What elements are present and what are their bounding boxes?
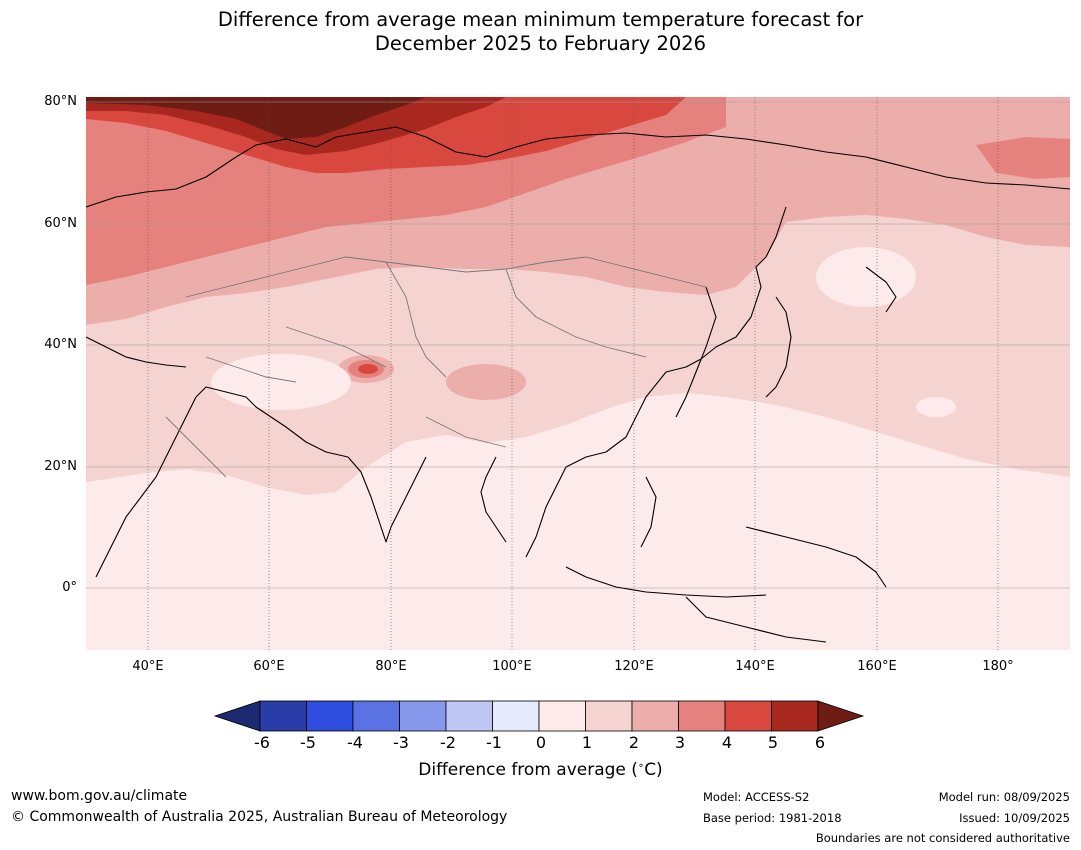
colorbar-segment bbox=[492, 700, 540, 732]
graticule bbox=[147, 97, 999, 650]
colorbar-tick-label: 3 bbox=[674, 733, 686, 752]
lat-label-60n: 60°N bbox=[44, 216, 77, 231]
colorbar-tick-label: -1 bbox=[486, 733, 502, 752]
colorbar-segment bbox=[352, 700, 400, 732]
colorbar-segment bbox=[445, 700, 493, 732]
lon-label-60e: 60°E bbox=[253, 659, 285, 674]
colorbar-tick-label: 0 bbox=[535, 733, 547, 752]
lon-label-120e: 120°E bbox=[614, 659, 654, 674]
colorbar-segment bbox=[585, 700, 633, 732]
patch-0-1-central bbox=[211, 354, 351, 410]
footer-base-period: Base period: 1981-2018 bbox=[703, 811, 842, 825]
title-line-2: December 2025 to February 2026 bbox=[374, 32, 707, 55]
lon-label-100e: 100°E bbox=[492, 659, 532, 674]
colorbar-tick-label: 5 bbox=[767, 733, 779, 752]
colorbar-tick-label: -2 bbox=[440, 733, 456, 752]
colorbar bbox=[213, 700, 865, 732]
colorbar-label-text: Difference from average ( bbox=[418, 760, 638, 780]
colorbar-tick-label: 1 bbox=[581, 733, 593, 752]
chart-title: Difference from average mean minimum tem… bbox=[0, 8, 1081, 56]
hotspot-4-5 bbox=[358, 364, 378, 374]
latitude-lines bbox=[86, 101, 1070, 589]
colorbar-segment bbox=[259, 700, 307, 732]
footer-issued: Issued: 10/09/2025 bbox=[959, 811, 1070, 825]
colorbar-tick-label: -6 bbox=[254, 733, 270, 752]
lon-label-80e: 80°E bbox=[375, 659, 407, 674]
footer-copyright: © Commonwealth of Australia 2025, Austra… bbox=[11, 809, 508, 825]
footer-model: Model: ACCESS-S2 bbox=[703, 790, 810, 804]
colorbar-tick-label: -5 bbox=[300, 733, 316, 752]
lat-label-40n: 40°N bbox=[44, 337, 77, 352]
colorbar-tick-label: 4 bbox=[721, 733, 733, 752]
colorbar-segment bbox=[631, 700, 679, 732]
colorbar-segment bbox=[771, 700, 819, 732]
lon-label-180: 180° bbox=[982, 659, 1014, 674]
lon-label-140e: 140°E bbox=[735, 659, 775, 674]
colorbar-segment bbox=[399, 700, 447, 732]
footer-disclaimer: Boundaries are not considered authoritat… bbox=[815, 831, 1070, 845]
lon-label-40e: 40°E bbox=[132, 659, 164, 674]
lat-label-80n: 80°N bbox=[44, 94, 77, 109]
hotspot-2-3-south bbox=[446, 364, 526, 400]
patch-0-1-pacific bbox=[916, 397, 956, 417]
lat-label-20n: 20°N bbox=[44, 459, 77, 474]
colorbar-extend-high bbox=[817, 700, 865, 732]
patch-0-1-east bbox=[816, 247, 916, 307]
anomaly-region-above-6 bbox=[86, 97, 426, 139]
temperature-anomaly-map bbox=[86, 97, 1070, 650]
anomaly-region-3-4-east bbox=[976, 137, 1070, 179]
title-line-1: Difference from average mean minimum tem… bbox=[217, 8, 864, 31]
colorbar-extend-low bbox=[213, 700, 261, 732]
colorbar-segment bbox=[678, 700, 726, 732]
colorbar-tick-label: -3 bbox=[393, 733, 409, 752]
colorbar-tick-label: -4 bbox=[347, 733, 363, 752]
country-borders bbox=[165, 256, 707, 478]
coastlines bbox=[86, 126, 1070, 643]
colorbar-segment bbox=[724, 700, 772, 732]
colorbar-label: Difference from average (∘C) bbox=[418, 760, 663, 780]
colorbar-segment bbox=[306, 700, 354, 732]
colorbar-label-unit: C) bbox=[644, 760, 663, 780]
colorbar-segment bbox=[538, 700, 586, 732]
footer-url[interactable]: www.bom.gov.au/climate bbox=[11, 788, 188, 804]
lon-label-160e: 160°E bbox=[857, 659, 897, 674]
colorbar-tick-label: 2 bbox=[628, 733, 640, 752]
footer-model-run: Model run: 08/09/2025 bbox=[938, 790, 1070, 804]
colorbar-tick-label: 6 bbox=[814, 733, 826, 752]
lat-label-0: 0° bbox=[62, 580, 77, 595]
